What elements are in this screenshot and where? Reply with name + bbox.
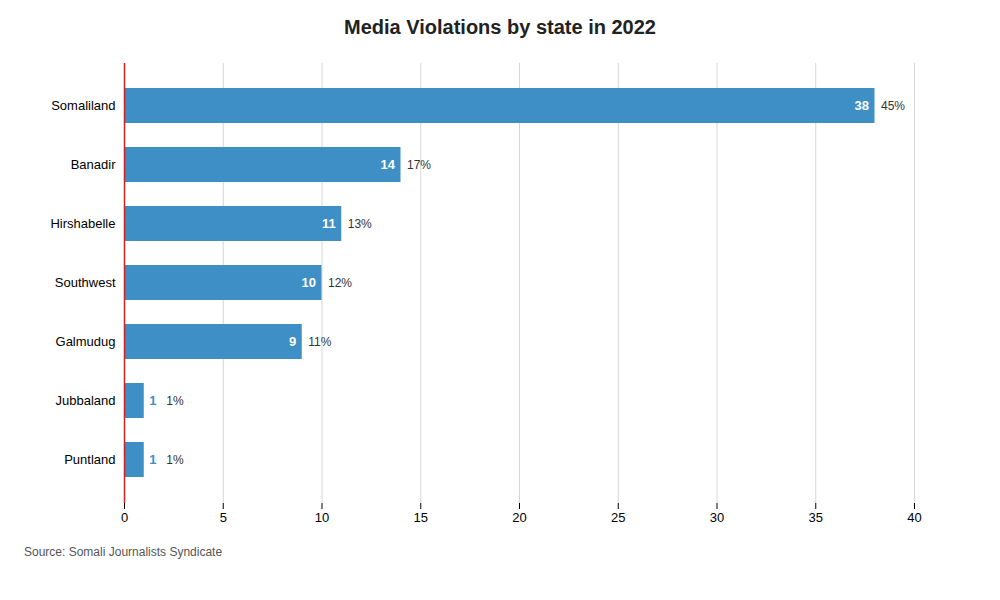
svg-text:11%: 11% (308, 335, 331, 349)
svg-text:Jubbaland: Jubbaland (56, 393, 116, 408)
html-text:Media Violations by state in 2: Media Violations by state in 2022 (344, 16, 656, 38)
svg-text:9: 9 (289, 334, 296, 349)
svg-text:11: 11 (322, 216, 336, 231)
svg-text:Somaliland: Somaliland (51, 98, 115, 113)
svg-text:45%: 45% (881, 99, 905, 113)
svg-text:1: 1 (149, 393, 156, 408)
svg-text:38: 38 (855, 98, 869, 113)
svg-text:Galmudug: Galmudug (56, 334, 116, 349)
svg-text:10: 10 (315, 510, 329, 525)
svg-text:40: 40 (907, 510, 921, 525)
svg-text:Banadir: Banadir (71, 157, 116, 172)
svg-text:35: 35 (809, 510, 823, 525)
svg-text:13%: 13% (348, 217, 372, 231)
svg-text:17%: 17% (407, 158, 431, 172)
svg-text:0: 0 (121, 510, 128, 525)
svg-text:Southwest: Southwest (55, 275, 116, 290)
svg-text:1: 1 (149, 452, 156, 467)
svg-text:1%: 1% (166, 394, 184, 408)
svg-text:20: 20 (512, 510, 526, 525)
svg-text:10: 10 (302, 275, 316, 290)
svg-text:Hirshabelle: Hirshabelle (50, 216, 115, 231)
svg-text:14: 14 (381, 157, 396, 172)
svg-text:5: 5 (220, 510, 227, 525)
svg-text:Puntland: Puntland (64, 452, 115, 467)
svg-text:1%: 1% (166, 453, 184, 467)
svg-text:25: 25 (611, 510, 625, 525)
svg-text:15: 15 (414, 510, 428, 525)
svg-text:12%: 12% (328, 276, 352, 290)
svg-text:30: 30 (710, 510, 724, 525)
html-text:Source: Somali Journalists Syn: Source: Somali Journalists Syndicate (24, 545, 223, 559)
